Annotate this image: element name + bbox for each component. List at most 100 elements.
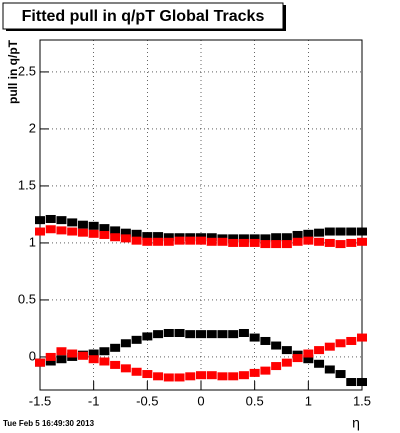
marker — [56, 216, 67, 225]
marker — [281, 358, 292, 367]
marker — [260, 336, 271, 345]
marker — [314, 228, 325, 237]
marker — [346, 227, 357, 236]
marker — [357, 333, 367, 342]
marker — [99, 347, 110, 356]
marker — [346, 336, 357, 345]
marker — [163, 233, 174, 242]
y-tick-label: 1 — [29, 234, 36, 249]
marker — [335, 339, 346, 348]
marker — [35, 227, 45, 236]
marker — [324, 238, 335, 247]
marker — [174, 236, 185, 245]
marker — [314, 359, 325, 368]
marker — [260, 366, 271, 375]
marker — [88, 229, 99, 238]
marker — [110, 343, 121, 352]
marker — [174, 328, 185, 337]
x-tick-label: -0.5 — [136, 393, 158, 408]
x-tick-label: -1 — [88, 393, 100, 408]
marker — [335, 240, 346, 249]
marker — [120, 364, 131, 373]
marker — [99, 230, 110, 239]
x-tick-label: 0 — [197, 393, 204, 408]
marker — [67, 349, 78, 358]
marker — [120, 339, 131, 348]
marker — [131, 367, 142, 376]
marker — [185, 236, 196, 245]
marker — [120, 228, 131, 237]
marker — [153, 372, 164, 381]
marker — [281, 346, 292, 355]
y-tick-label: 2 — [29, 120, 36, 135]
marker — [303, 349, 314, 358]
marker — [77, 220, 88, 229]
marker — [357, 237, 367, 246]
x-tick-label: -1.5 — [29, 393, 51, 408]
marker — [324, 342, 335, 351]
marker — [357, 227, 367, 236]
marker — [196, 371, 206, 380]
marker — [228, 234, 239, 243]
marker — [217, 330, 228, 339]
marker — [271, 233, 282, 242]
marker — [163, 328, 174, 337]
y-axis-label: pull in q/pT — [6, 39, 20, 104]
x-tick-label: 1 — [305, 393, 312, 408]
marker — [110, 233, 121, 242]
marker — [56, 226, 67, 235]
marker — [99, 357, 110, 366]
marker — [163, 373, 174, 382]
marker — [260, 234, 271, 243]
marker — [292, 237, 303, 246]
marker — [56, 355, 67, 364]
marker — [271, 341, 282, 350]
marker — [45, 225, 56, 234]
y-tick-label: 0.5 — [18, 291, 36, 306]
marker — [260, 240, 271, 249]
marker — [238, 371, 249, 380]
footer: Tue Feb 5 16:49:30 2013 — [3, 419, 95, 428]
marker — [163, 237, 174, 246]
marker — [281, 240, 292, 249]
marker — [45, 357, 56, 366]
marker — [292, 354, 303, 363]
marker — [88, 349, 99, 358]
marker — [131, 335, 142, 344]
marker — [206, 237, 217, 246]
marker — [131, 236, 142, 245]
marker — [77, 228, 88, 237]
title-box — [2, 2, 284, 30]
marker — [142, 237, 153, 246]
marker — [249, 368, 260, 377]
marker — [271, 362, 282, 371]
marker — [249, 238, 260, 247]
marker — [303, 236, 314, 245]
marker — [174, 373, 185, 382]
chart-title: Fitted pull in q/pT Global Tracks — [22, 8, 265, 25]
marker — [185, 330, 196, 339]
marker — [217, 237, 228, 246]
marker — [45, 214, 56, 223]
marker — [142, 232, 153, 241]
marker — [228, 372, 239, 381]
marker — [88, 221, 99, 230]
marker — [357, 378, 367, 387]
marker — [67, 227, 78, 236]
marker — [271, 240, 282, 249]
marker — [346, 378, 357, 387]
marker — [45, 352, 56, 361]
marker — [249, 333, 260, 342]
marker — [131, 229, 142, 238]
marker — [196, 236, 206, 245]
marker — [228, 330, 239, 339]
marker — [335, 227, 346, 236]
marker — [314, 346, 325, 355]
marker — [303, 229, 314, 238]
marker — [120, 234, 131, 243]
marker — [88, 355, 99, 364]
marker — [206, 371, 217, 380]
marker — [142, 370, 153, 379]
marker — [77, 351, 88, 360]
marker — [324, 227, 335, 236]
